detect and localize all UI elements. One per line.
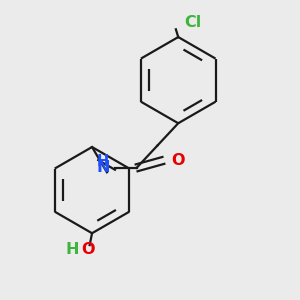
Text: H: H: [65, 242, 79, 257]
Text: O: O: [82, 242, 95, 257]
Text: N: N: [96, 160, 110, 175]
Text: O: O: [171, 153, 184, 168]
Text: H: H: [96, 154, 109, 169]
Text: Cl: Cl: [184, 15, 201, 30]
